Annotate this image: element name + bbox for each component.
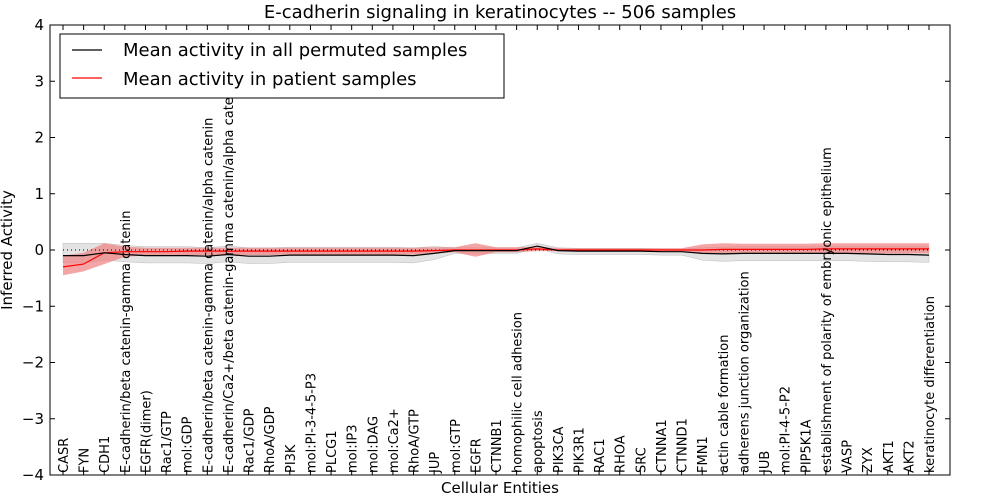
y-tick-label: 3	[34, 72, 44, 90]
x-tick-label: CDH1	[98, 436, 113, 473]
x-tick-label: mol:GTP	[449, 419, 464, 473]
y-tick-label: 1	[34, 185, 44, 203]
x-axis-label: Cellular Entities	[441, 479, 559, 497]
x-tick-label: PIP5K1A	[799, 419, 814, 473]
x-tick-label: mol:IP3	[346, 424, 361, 473]
x-tick-label: CTNND1	[676, 418, 691, 473]
x-tick-label: RAC1	[593, 438, 608, 473]
x-tick-label: JUP	[428, 452, 443, 474]
y-tick-label: −1	[22, 297, 44, 315]
x-tick-label: Rac1/GDP	[243, 408, 258, 473]
x-tick-label: EGFR(dimer)	[139, 390, 154, 473]
x-tick-label: mol:PI-3-4-5-P3	[304, 373, 319, 473]
x-tick-label: PLCG1	[325, 430, 340, 473]
x-tick-label: CTNNB1	[490, 419, 505, 473]
legend-box	[59, 33, 505, 99]
x-tick-label: PI3K	[284, 444, 299, 473]
x-tick-label: PIK3R1	[572, 427, 587, 473]
x-tick-label: VASP	[841, 440, 856, 473]
series-line-permuted	[63, 245, 930, 257]
y-tick-label: −3	[22, 410, 44, 428]
x-tick-label: CTNNA1	[655, 419, 670, 473]
y-tick-label: 0	[34, 241, 44, 259]
y-tick-label: 4	[34, 16, 44, 34]
x-tick-label: SRC	[634, 447, 649, 473]
x-tick-label: RHOA	[614, 435, 629, 473]
x-tick-label: E-cadherin/beta catenin-gamma catenin/al…	[201, 118, 216, 473]
x-tick-label: actin cable formation	[717, 335, 732, 473]
x-tick-label: mol:DAG	[366, 416, 381, 473]
legend-label-patient: Mean activity in patient samples	[123, 69, 417, 90]
y-axis-label: Inferred Activity	[0, 190, 16, 310]
series-lines	[62, 245, 930, 268]
x-tick-label: EGFR	[469, 438, 484, 473]
x-tick-label: JUB	[758, 451, 773, 474]
y-tick-label: −4	[22, 466, 44, 484]
x-tick-label: RhoA/GDP	[263, 406, 278, 473]
chart-title: E-cadherin signaling in keratinocytes --…	[264, 2, 736, 23]
x-tick-label: adherens junction organization	[737, 271, 752, 473]
x-axis: CASR FYN CDH1 E-cadherin/beta catenin-gamma…	[57, 25, 938, 475]
x-tick-label: RhoA/GTP	[408, 409, 423, 473]
x-tick-label: ZYX	[861, 447, 876, 473]
y-axis: −4 −3 −2 −1 0 1 2 3 4	[22, 16, 950, 484]
y-tick-label: −2	[22, 354, 44, 372]
legend-label-permuted: Mean activity in all permuted samples	[123, 40, 467, 61]
x-tick-label: FMN1	[696, 436, 711, 473]
y-tick-label: 2	[34, 129, 44, 147]
x-tick-label: E-cadherin/beta catenin-gamma catenin	[119, 211, 134, 473]
x-tick-label: mol:Ca2+	[387, 408, 402, 473]
x-tick-label: E-cadherin/Ca2+/beta catenin-gamma caten…	[222, 77, 237, 473]
x-tick-label: FYN	[78, 448, 93, 473]
x-tick-label: mol:GDP	[181, 416, 196, 473]
x-tick-label: mol:PI-4-5-P2	[779, 386, 794, 473]
x-tick-label: AKT2	[902, 440, 917, 473]
x-tick-label: keratinocyte differentiation	[923, 296, 938, 473]
x-tick-label: AKT1	[882, 440, 897, 473]
x-tick-label: apoptosis	[531, 410, 546, 473]
plot-area	[62, 243, 930, 276]
confidence-bands	[62, 243, 930, 276]
x-tick-label: Rac1/GTP	[160, 411, 175, 473]
x-tick-label: CASR	[57, 438, 72, 473]
x-tick-label: homophilic cell adhesion	[511, 312, 526, 473]
legend: Mean activity in all permuted samples Me…	[59, 33, 505, 99]
x-tick-label: establishment of polarity of embryonic e…	[820, 147, 835, 473]
x-tick-label: PIK3CA	[552, 426, 567, 473]
